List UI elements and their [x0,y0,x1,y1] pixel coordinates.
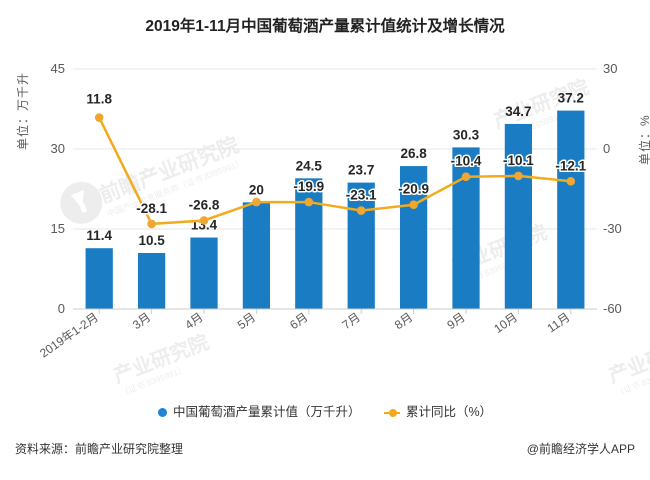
svg-text:-28.1: -28.1 [136,201,167,216]
svg-text:37.2: 37.2 [558,91,584,106]
svg-text:26.8: 26.8 [400,146,427,161]
svg-text:7月: 7月 [340,310,363,332]
svg-text:-19.9: -19.9 [293,179,324,194]
svg-text:30: 30 [603,61,617,76]
svg-text:2019年1-2月: 2019年1-2月 [37,310,101,360]
svg-text:15: 15 [51,221,65,236]
svg-text:-10.1: -10.1 [503,153,534,168]
svg-text:4月: 4月 [182,310,205,332]
svg-text:30: 30 [51,141,65,156]
svg-text:10.5: 10.5 [138,233,165,248]
svg-text:30.3: 30.3 [453,127,480,142]
svg-text:3月: 3月 [130,310,153,332]
svg-text:-12.1: -12.1 [555,158,586,173]
svg-text:5月: 5月 [235,310,258,332]
svg-text:11.4: 11.4 [86,228,112,243]
svg-text:24.5: 24.5 [296,158,323,173]
svg-text:0: 0 [603,141,610,156]
svg-text:23.7: 23.7 [348,163,374,178]
svg-text:-26.8: -26.8 [189,197,220,212]
svg-text:-30: -30 [603,221,622,236]
svg-text:45: 45 [51,61,65,76]
svg-text:8月: 8月 [392,310,415,332]
svg-text:10月: 10月 [491,310,520,336]
svg-text:-23.1: -23.1 [346,188,377,203]
svg-text:11.8: 11.8 [86,92,112,107]
svg-text:0: 0 [58,301,65,316]
svg-text:9月: 9月 [444,310,467,332]
svg-text:11月: 11月 [544,310,572,336]
svg-text:-60: -60 [603,301,622,316]
svg-text:6月: 6月 [287,310,310,332]
svg-text:-20.9: -20.9 [398,182,429,197]
svg-text:34.7: 34.7 [505,104,531,119]
svg-text:20: 20 [249,182,264,197]
svg-text:-10.4: -10.4 [451,154,482,169]
